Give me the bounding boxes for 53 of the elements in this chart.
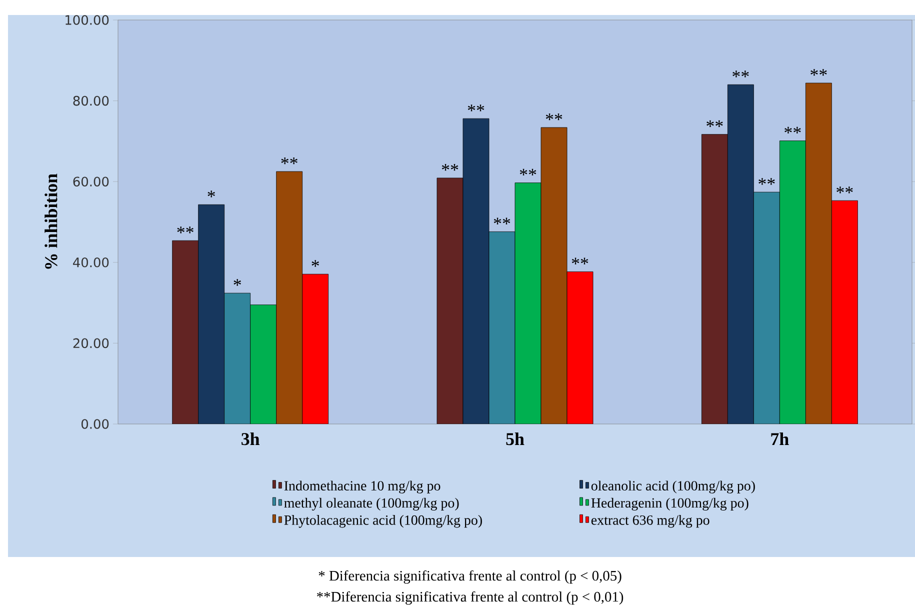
legend-label: Indomethacine 10 mg/kg po [284,480,440,494]
data-label: * [208,190,215,198]
data-label: ** [177,226,194,234]
bar [779,140,806,424]
bar [805,82,832,424]
bar [172,240,199,424]
data-label: ** [810,69,827,76]
data-label: ** [520,168,536,176]
data-label: ** [281,158,298,164]
y-tick-label: 80.00 [73,96,109,106]
bar [540,127,568,424]
legend-label: extract 636 mg/kg po [591,515,710,528]
bar [302,274,329,424]
bar [198,204,225,424]
bar [462,118,490,424]
legend-label: Phytolacagenic acid (100mg/kg po) [284,515,482,528]
data-label: ** [706,120,723,127]
legend-label: Hederagenin (100mg/kg po) [591,498,748,511]
y-tick-label: 60.00 [73,176,109,186]
data-label: ** [494,218,510,224]
bar [727,84,754,424]
data-label: ** [784,126,801,134]
bar [566,271,594,424]
bar [436,178,464,424]
data-label: ** [836,186,853,194]
y-tick-label: 40.00 [73,258,109,268]
bar [250,304,277,424]
x-tick-label: 7h [771,432,789,445]
data-label: ** [468,104,484,112]
x-tick-label: 5h [506,432,524,446]
x-tick-label: 3h [242,432,260,446]
bar [276,171,303,424]
text: **Diferencia significativa frente al control (p < 0,01) [317,591,624,605]
text: * Diferencia significativa frente al control (p < 0,05) [318,570,622,584]
data-label: ** [572,258,588,264]
legend-label: methyl oleanate (100mg/kg po) [284,498,459,511]
data-label: ** [732,70,749,78]
legend-label: oleanolic acid (100mg/kg po) [591,480,755,494]
bar [753,192,780,424]
data-label: * [312,260,319,267]
bar [514,182,542,424]
bar [831,200,858,424]
data-label: ** [442,164,458,171]
data-label: * [234,279,241,286]
data-label: ** [546,114,562,120]
bar [701,134,728,424]
bar [488,231,516,424]
bar [224,292,251,424]
y-tick-label: 0.00 [82,419,109,429]
y-tick-label: 100.00 [66,15,109,25]
y-tick-label: 20.00 [73,338,109,348]
y-axis-title: % inhibition [44,174,58,269]
data-label: ** [758,178,775,185]
